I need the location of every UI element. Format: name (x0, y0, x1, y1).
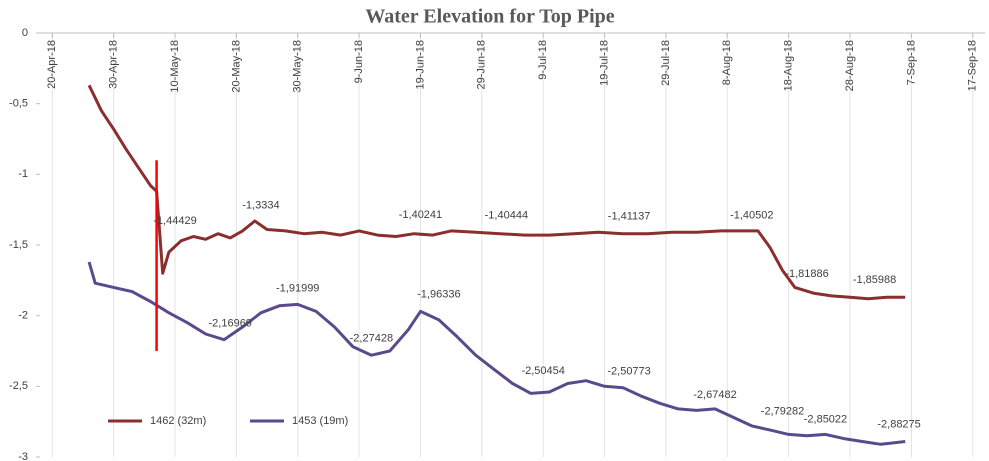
data-label: -1,3334 (242, 199, 279, 211)
x-tick-label: 9-Jul-18 (537, 40, 549, 80)
line-series (87, 261, 906, 446)
y-tick-label: 0 (22, 27, 28, 39)
x-tick-label: 19-Jul-18 (598, 40, 610, 86)
data-label: -2,50773 (607, 365, 650, 377)
data-label: -1,85988 (853, 274, 896, 286)
data-label: -2,50454 (521, 365, 564, 377)
line-series (87, 84, 906, 301)
data-label: -1,41137 (608, 210, 651, 222)
data-label: -1,91999 (276, 282, 319, 294)
y-tick-label: -2 (18, 310, 28, 322)
y-tick-label: -1 (18, 168, 28, 180)
x-tick-label: 30-Apr-18 (108, 40, 120, 89)
y-tick-label: -2,5 (9, 380, 28, 392)
x-tick-label: 8-Aug-18 (721, 40, 733, 85)
x-tick-label: 20-May-18 (230, 40, 242, 93)
data-label: -1,96336 (417, 288, 460, 300)
data-label: -2,79282 (761, 406, 804, 418)
y-tick-label: -0,5 (9, 98, 28, 110)
x-tick-label: 17-Sep-18 (967, 40, 979, 91)
legend-label: 1453 (19m) (292, 415, 348, 427)
data-label: -1,40241 (399, 209, 442, 221)
y-tick-label: -1,5 (9, 239, 28, 251)
x-tick-label: 29-Jun-18 (476, 40, 488, 90)
x-tick-label: 18-Aug-18 (783, 40, 795, 91)
data-label: -1,40502 (730, 209, 773, 221)
data-label: -2,27428 (350, 332, 393, 344)
data-label: -1,44429 (153, 215, 196, 227)
data-label: -2,85022 (804, 414, 847, 426)
data-label: -2,88275 (877, 418, 920, 430)
x-tick-label: 19-Jun-18 (414, 40, 426, 90)
data-label: -1,81886 (785, 268, 828, 280)
x-tick-label: 7-Sep-18 (905, 40, 917, 85)
x-tick-label: 30-May-18 (292, 40, 304, 93)
chart-title: Water Elevation for Top Pipe (365, 6, 614, 28)
legend-label: 1462 (32m) (150, 415, 206, 427)
x-tick-label: 20-Apr-18 (46, 40, 58, 89)
data-label: -2,16969 (209, 318, 252, 330)
x-tick-label: 10-May-18 (169, 40, 181, 93)
data-label: -2,67482 (693, 389, 736, 401)
x-tick-label: 29-Jul-18 (660, 40, 672, 86)
data-label: -1,40444 (485, 209, 528, 221)
y-tick-label: -3 (18, 451, 28, 461)
x-tick-label: 9-Jun-18 (353, 40, 365, 83)
x-tick-label: 28-Aug-18 (844, 40, 856, 91)
